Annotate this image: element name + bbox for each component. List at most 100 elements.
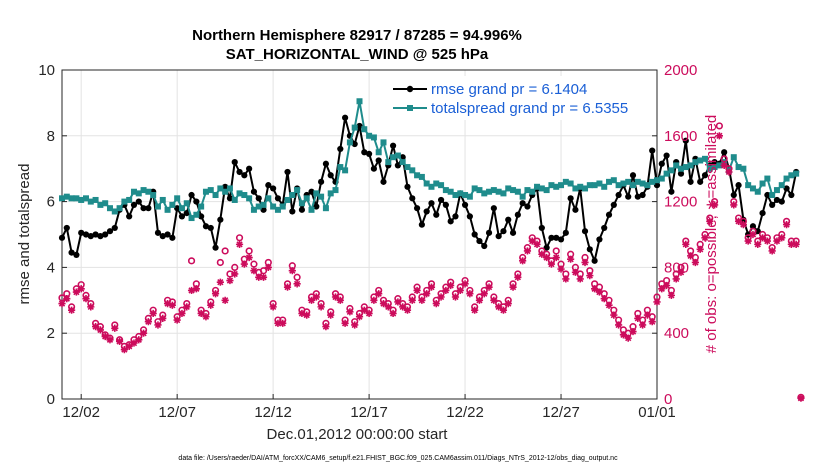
rmse-point <box>183 210 190 217</box>
obs-possible-point <box>715 122 723 130</box>
x-tick-label: 12/07 <box>158 404 196 421</box>
obs-assimilated-point <box>259 273 268 281</box>
totalspread-point <box>274 206 281 213</box>
obs-assimilated-point <box>797 394 805 402</box>
obs-assimilated-point <box>447 281 455 290</box>
obs-possible-point <box>235 234 244 242</box>
rmse-point <box>255 195 262 202</box>
rmse-point <box>370 165 377 172</box>
obs-assimilated-point <box>576 275 584 283</box>
rmse-point <box>658 160 665 167</box>
totalspread-point <box>226 185 233 192</box>
rmse-point <box>289 208 296 215</box>
obs-assimilated-point <box>634 314 642 322</box>
obs-assimilated-point <box>787 240 795 248</box>
totalspread-point <box>687 162 694 169</box>
rmse-point <box>447 218 454 225</box>
rmse-point <box>663 152 670 159</box>
totalspread-point <box>692 159 699 166</box>
totalspread-point <box>169 201 176 208</box>
obs-assimilated-point <box>87 303 95 311</box>
totalspread-point <box>490 187 497 194</box>
obs-assimilated-point <box>77 285 85 293</box>
rmse-point <box>553 234 560 241</box>
rmse-point <box>87 233 94 240</box>
totalspread-point <box>222 188 229 195</box>
rmse-point <box>495 233 502 240</box>
rmse-point <box>548 234 555 241</box>
totalspread-point <box>558 182 565 189</box>
rmse-point <box>605 211 613 218</box>
totalspread-point <box>519 193 526 200</box>
obs-assimilated-point <box>399 303 407 311</box>
obs-assimilated-point <box>111 324 119 332</box>
obs-assimilated-point <box>245 253 253 262</box>
rmse-point <box>270 185 277 192</box>
rmse-point <box>97 233 104 240</box>
totalspread-point <box>255 203 262 210</box>
rmse-point <box>193 198 200 205</box>
rmse-point <box>697 178 704 185</box>
obs-possible-point <box>216 258 224 267</box>
obs-assimilated-point <box>394 298 402 306</box>
x-tick-label: 12/17 <box>350 404 388 421</box>
obs-assimilated-point <box>710 201 719 209</box>
rmse-point <box>394 162 401 169</box>
obs-assimilated-point <box>63 295 71 303</box>
totalspread-point <box>466 193 473 200</box>
rmse-point <box>351 140 358 148</box>
rmse-point <box>567 195 574 202</box>
legend-marker-totalspread <box>407 105 413 111</box>
totalspread-point <box>538 185 545 192</box>
totalspread-point <box>658 175 665 182</box>
obs-assimilated-point <box>120 346 128 354</box>
obs-assimilated-point <box>130 339 138 347</box>
obs-assimilated-point <box>475 296 484 304</box>
totalspread-point <box>174 195 181 202</box>
obs-assimilated-point <box>533 240 541 248</box>
x-tick-label: 12/27 <box>542 404 580 421</box>
totalspread-point <box>486 188 493 195</box>
totalspread-point <box>399 159 406 166</box>
legend: rmse grand pr = 6.1404 totalspread grand… <box>388 76 654 120</box>
totalspread-point <box>447 188 454 195</box>
totalspread-point <box>783 175 790 182</box>
totalspread-point <box>150 192 157 199</box>
rmse-point <box>505 216 512 223</box>
totalspread-point <box>572 185 579 192</box>
rmse-point <box>78 229 85 236</box>
totalspread-point <box>327 190 334 197</box>
totalspread-point <box>615 182 622 189</box>
obs-assimilated-point <box>264 263 272 271</box>
obs-assimilated-point <box>154 321 162 329</box>
totalspread-point <box>586 182 593 189</box>
totalspread-point <box>788 172 795 179</box>
rmse-point <box>169 234 176 241</box>
obs-assimilated-point <box>758 234 767 242</box>
totalspread-point <box>577 183 584 190</box>
totalspread-point <box>265 195 272 202</box>
totalspread-point <box>553 183 560 190</box>
totalspread-point <box>404 164 411 171</box>
rmse-point <box>769 201 776 208</box>
rmse-point <box>174 205 181 212</box>
obs-assimilated-point <box>782 221 791 229</box>
totalspread-point <box>514 188 521 195</box>
obs-possible-point <box>221 247 229 255</box>
rmse-point <box>481 242 488 250</box>
totalspread-point <box>457 190 464 197</box>
rmse-point <box>485 229 493 236</box>
totalspread-point <box>697 157 704 164</box>
obs-assimilated-point <box>629 327 637 336</box>
totalspread-point <box>668 167 675 174</box>
totalspread-point <box>135 190 142 197</box>
obs-assimilated-point <box>648 318 656 326</box>
rmse-point <box>246 165 253 172</box>
obs-assimilated-point <box>159 314 167 322</box>
obs-assimilated-point <box>480 290 488 298</box>
totalspread-point <box>505 185 512 192</box>
totalspread-point <box>337 164 344 171</box>
rmse-point <box>586 246 593 253</box>
totalspread-point <box>298 200 305 207</box>
totalspread-point <box>241 192 248 199</box>
